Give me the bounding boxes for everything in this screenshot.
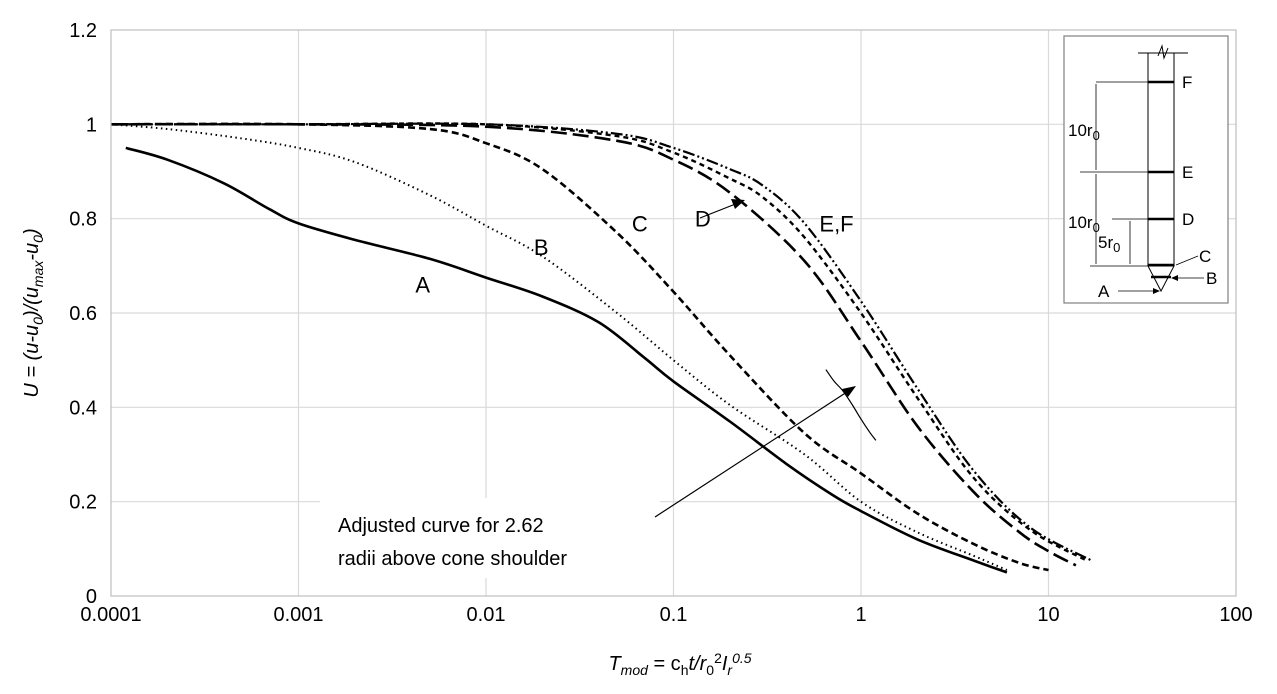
annotation-background xyxy=(320,498,660,578)
curves xyxy=(110,122,1093,574)
x-tick-label: 0.0001 xyxy=(80,604,141,626)
series-line-adjusted xyxy=(825,369,877,441)
x-tick-label: 1 xyxy=(855,604,866,626)
grid xyxy=(111,30,1236,596)
inset-label-a: A xyxy=(1098,282,1110,301)
x-tick-label: 10 xyxy=(1037,604,1059,626)
curve-label: E,F xyxy=(819,211,853,236)
series-line-f xyxy=(111,122,1093,562)
annotation-arrow-line xyxy=(654,389,851,518)
y-tick-label: 0.4 xyxy=(69,397,97,419)
b-arrow xyxy=(1171,275,1178,281)
x-tick-label: 0.1 xyxy=(660,604,688,626)
tick-labels: 0.0001 0.001 0.01 0.1 1 10 100 0 0.2 0.4 0.6 0.8 1 1.… xyxy=(69,20,1253,626)
x-tick-label: 0.001 xyxy=(273,604,323,626)
annotation-arrow-head xyxy=(842,386,856,397)
c-leader xyxy=(1175,255,1199,266)
y-tick-label: 0.2 xyxy=(69,492,97,514)
y-tick-label: 0.6 xyxy=(69,303,97,325)
series-line-a xyxy=(125,146,1008,574)
curve-label: D xyxy=(695,207,711,232)
annotation-adjusted-line1: Adjusted curve for 2.62 xyxy=(338,515,544,537)
y-tick-label: 1 xyxy=(86,114,97,136)
annotation-adjusted-line2: radii above cone shoulder xyxy=(338,548,567,570)
label-d-arrow-head xyxy=(731,199,745,209)
inset-label-c: C xyxy=(1199,247,1211,266)
y-tick-label: 0 xyxy=(86,586,97,608)
series-line-c xyxy=(110,122,1049,572)
series-line-b xyxy=(110,123,1008,572)
y-axis-title: U = (u-u0)/(umax-u0) xyxy=(21,228,46,397)
x-axis-title: Tmod = cht/r02Ir0.5 xyxy=(608,650,751,678)
x-tick-label: 100 xyxy=(1219,604,1252,626)
inset-dim2: 10r0 xyxy=(1068,213,1100,235)
inset-label-d: D xyxy=(1182,210,1194,229)
inset-label-f: F xyxy=(1182,73,1192,92)
series-line-e xyxy=(111,122,1088,562)
x-tick-label: 0.01 xyxy=(467,604,506,626)
inset-dim1: 10r0 xyxy=(1068,121,1100,143)
curve-labels: A B C D E,F xyxy=(415,207,853,298)
inset-label-b: B xyxy=(1206,269,1217,288)
a-arrow xyxy=(1153,288,1160,294)
inset-dim3: 5r0 xyxy=(1098,233,1120,255)
inset-frame xyxy=(1063,35,1229,304)
curve-label: B xyxy=(534,235,549,260)
inset-label-e: E xyxy=(1182,163,1193,182)
inset-cone-diagram: F E D C B A 10r0 10r0 5r0 xyxy=(1063,35,1229,304)
curve-label: C xyxy=(632,211,648,236)
y-tick-label: 0.8 xyxy=(69,209,97,231)
plot-frame xyxy=(110,29,1237,597)
label-d-arrow-line xyxy=(699,202,739,219)
curve-label: A xyxy=(415,273,430,298)
y-tick-label: 1.2 xyxy=(69,20,97,42)
break-symbol xyxy=(1157,44,1169,60)
